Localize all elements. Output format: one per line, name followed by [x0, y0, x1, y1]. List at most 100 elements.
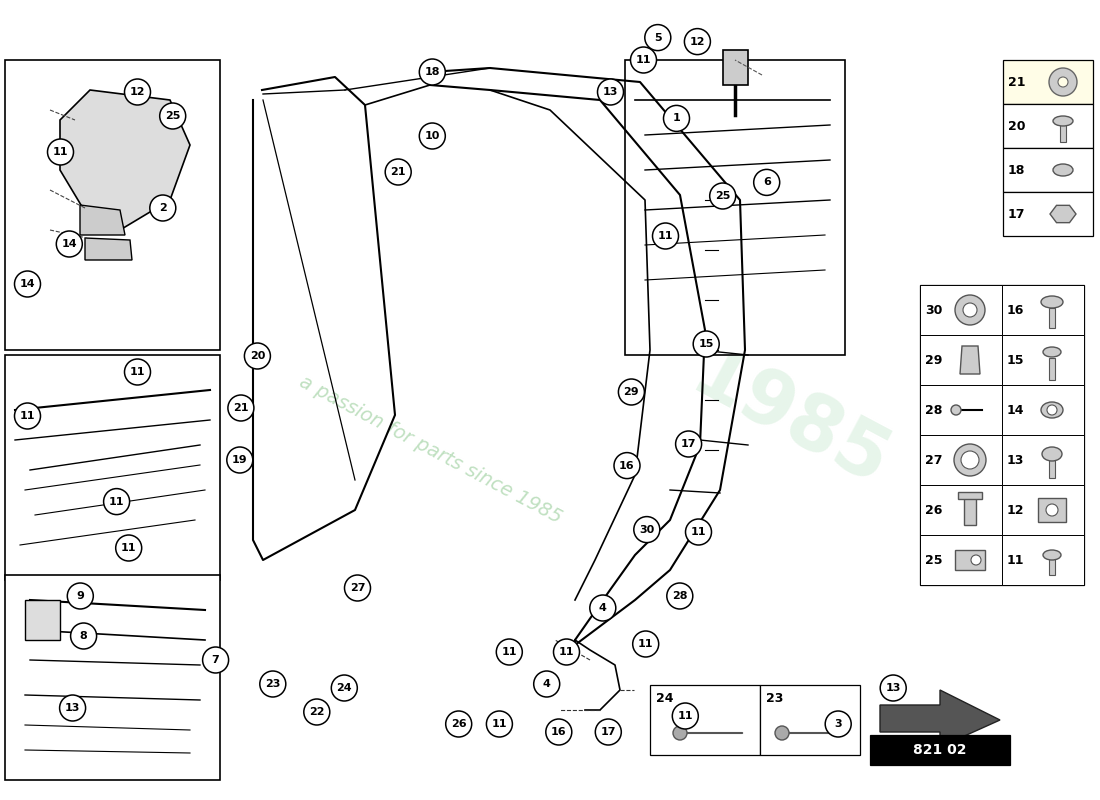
Circle shape: [385, 159, 411, 185]
Polygon shape: [60, 90, 190, 230]
Text: 11: 11: [502, 647, 517, 657]
Text: 30: 30: [925, 303, 943, 317]
Text: 11: 11: [109, 497, 124, 506]
Circle shape: [673, 726, 688, 740]
Polygon shape: [880, 690, 1000, 747]
Circle shape: [825, 711, 851, 737]
Circle shape: [952, 405, 961, 415]
FancyBboxPatch shape: [1002, 385, 1084, 435]
Circle shape: [331, 675, 358, 701]
Text: 15: 15: [1006, 354, 1024, 366]
FancyBboxPatch shape: [1002, 285, 1084, 335]
FancyBboxPatch shape: [1049, 308, 1055, 328]
Text: 11: 11: [492, 719, 507, 729]
Circle shape: [961, 451, 979, 469]
FancyBboxPatch shape: [870, 735, 1010, 765]
Text: 25: 25: [715, 191, 730, 201]
Circle shape: [590, 595, 616, 621]
Circle shape: [260, 671, 286, 697]
FancyBboxPatch shape: [920, 535, 1002, 585]
Circle shape: [70, 623, 97, 649]
FancyBboxPatch shape: [1003, 60, 1093, 104]
Circle shape: [244, 343, 271, 369]
Text: 30: 30: [639, 525, 654, 534]
Circle shape: [546, 719, 572, 745]
Text: 2: 2: [158, 203, 167, 213]
FancyBboxPatch shape: [920, 435, 1002, 485]
FancyBboxPatch shape: [1049, 460, 1055, 478]
FancyBboxPatch shape: [1002, 535, 1084, 585]
Circle shape: [304, 699, 330, 725]
FancyBboxPatch shape: [723, 50, 748, 85]
Circle shape: [446, 711, 472, 737]
Text: 821 02: 821 02: [913, 743, 967, 757]
Text: 29: 29: [624, 387, 639, 397]
Circle shape: [124, 79, 151, 105]
Circle shape: [67, 583, 94, 609]
FancyBboxPatch shape: [1003, 192, 1093, 236]
Text: 21: 21: [233, 403, 249, 413]
Polygon shape: [80, 205, 125, 235]
Circle shape: [754, 170, 780, 195]
Text: 27: 27: [350, 583, 365, 593]
Text: 19: 19: [232, 455, 248, 465]
Circle shape: [663, 106, 690, 131]
Text: 7: 7: [211, 655, 220, 665]
Circle shape: [685, 519, 712, 545]
Text: 11: 11: [121, 543, 136, 553]
Circle shape: [47, 139, 74, 165]
Text: 11: 11: [678, 711, 693, 721]
Polygon shape: [85, 238, 132, 260]
Text: 13: 13: [886, 683, 901, 693]
Polygon shape: [960, 346, 980, 374]
Circle shape: [419, 59, 446, 85]
FancyBboxPatch shape: [920, 385, 1002, 435]
Text: 26: 26: [451, 719, 466, 729]
Circle shape: [645, 25, 671, 50]
Text: 11: 11: [53, 147, 68, 157]
FancyBboxPatch shape: [955, 550, 984, 570]
Circle shape: [672, 703, 698, 729]
Text: 13: 13: [1006, 454, 1024, 466]
Text: 1: 1: [672, 114, 681, 123]
Text: 17: 17: [681, 439, 696, 449]
Text: 25: 25: [165, 111, 180, 121]
Text: 13: 13: [603, 87, 618, 97]
Text: 26: 26: [925, 503, 943, 517]
Text: 25: 25: [925, 554, 943, 566]
Text: 14: 14: [20, 279, 35, 289]
Text: 11: 11: [691, 527, 706, 537]
Circle shape: [103, 489, 130, 514]
Text: 21: 21: [1008, 75, 1025, 89]
Circle shape: [496, 639, 522, 665]
Circle shape: [955, 295, 984, 325]
Text: 8: 8: [79, 631, 88, 641]
Text: 10: 10: [425, 131, 440, 141]
Circle shape: [1046, 504, 1058, 516]
Circle shape: [202, 647, 229, 673]
Circle shape: [124, 359, 151, 385]
Text: 18: 18: [1008, 163, 1025, 177]
Text: 23: 23: [265, 679, 280, 689]
Text: 12: 12: [690, 37, 705, 46]
FancyBboxPatch shape: [760, 685, 860, 755]
Circle shape: [693, 331, 719, 357]
FancyBboxPatch shape: [964, 495, 976, 525]
Ellipse shape: [1041, 402, 1063, 418]
Circle shape: [14, 271, 41, 297]
Circle shape: [14, 403, 41, 429]
FancyBboxPatch shape: [958, 492, 982, 499]
Text: 11: 11: [658, 231, 673, 241]
Ellipse shape: [1053, 116, 1072, 126]
FancyBboxPatch shape: [1002, 485, 1084, 535]
Text: 9: 9: [76, 591, 85, 601]
Circle shape: [419, 123, 446, 149]
Text: 15: 15: [698, 339, 714, 349]
Text: 24: 24: [656, 693, 673, 706]
FancyBboxPatch shape: [6, 355, 220, 580]
Text: 20: 20: [250, 351, 265, 361]
Circle shape: [614, 453, 640, 478]
Text: 4: 4: [598, 603, 607, 613]
Polygon shape: [25, 600, 60, 640]
Text: 4: 4: [542, 679, 551, 689]
